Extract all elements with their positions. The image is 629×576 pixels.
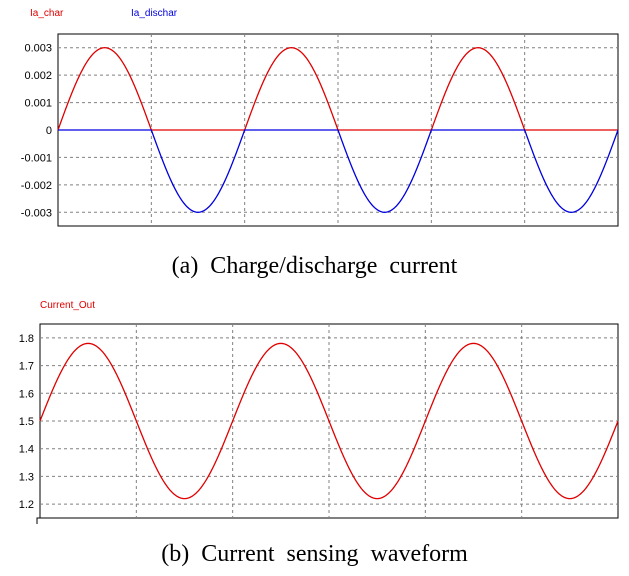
legend-ia-char: Ia_char [30, 8, 64, 19]
ytick-label-1-4: 1.4 [19, 444, 34, 456]
series-line-ia-dischar [58, 129, 619, 213]
ytick-label-0-0: 0.003 [24, 43, 52, 55]
series-line-current-out [39, 342, 619, 500]
ytick-label-1-5: 1.3 [19, 471, 34, 483]
corner-mark [36, 517, 43, 524]
ytick-label-1-3: 1.5 [19, 416, 34, 428]
ytick-label-1-0: 1.8 [19, 333, 34, 345]
ytick-label-1-2: 1.6 [19, 388, 34, 400]
ytick-label-0-5: -0.002 [21, 180, 52, 192]
legend-current-out: Current_Out [40, 300, 96, 311]
ytick-label-1-1: 1.7 [19, 361, 34, 373]
ytick-label-0-2: 0.001 [24, 98, 52, 110]
ytick-label-0-3: 0 [46, 125, 52, 137]
ytick-label-0-6: -0.003 [21, 207, 52, 219]
caption-a: (a) Charge/discharge current [171, 253, 458, 279]
ytick-label-0-4: -0.001 [21, 152, 52, 164]
legend-ia-dischar: Ia_dischar [131, 8, 178, 19]
ytick-label-1-6: 1.2 [19, 499, 34, 511]
ytick-label-0-1: 0.002 [24, 70, 52, 82]
caption-b: (b) Current sensing waveform [161, 541, 468, 567]
